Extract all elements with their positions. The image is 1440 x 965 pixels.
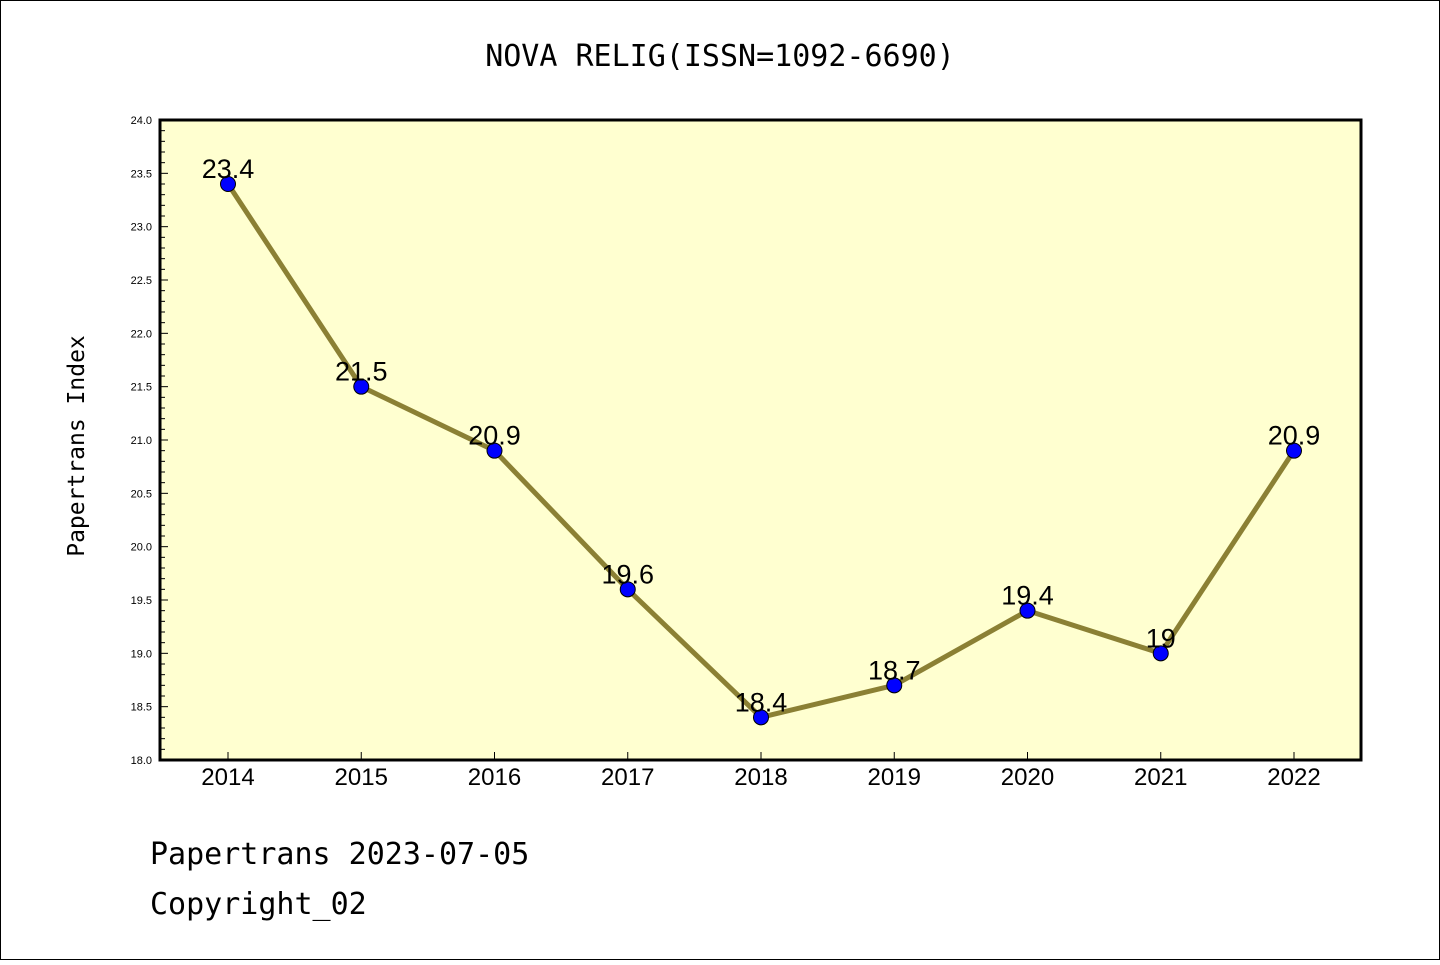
y-tick-label: 22.0 xyxy=(131,328,152,340)
data-point xyxy=(1152,645,1169,662)
plot-area xyxy=(158,118,1363,762)
y-tick-label: 18.5 xyxy=(131,702,152,714)
y-tick-label: 24.0 xyxy=(131,115,152,127)
y-tick-label: 21.0 xyxy=(131,435,152,447)
data-point xyxy=(753,709,769,726)
data-label: 19 xyxy=(1146,623,1176,653)
footer-copyright: Copyright_02 xyxy=(150,887,367,922)
y-tick-label: 20.0 xyxy=(131,542,152,554)
x-tick-label: 2018 xyxy=(734,764,787,791)
data-label: 23.4 xyxy=(202,154,255,184)
footer-date: Papertrans 2023-07-05 xyxy=(150,837,529,872)
y-tick-label: 22.5 xyxy=(131,275,152,287)
y-tick-label: 19.0 xyxy=(131,648,152,660)
data-point xyxy=(619,581,636,598)
data-point xyxy=(353,378,370,395)
chart-title: NOVA RELIG(ISSN=1092-6690) xyxy=(485,39,955,74)
x-tick-label: 2017 xyxy=(601,764,654,791)
y-tick-label: 20.5 xyxy=(131,488,152,500)
y-tick-label: 23.5 xyxy=(131,168,152,180)
data-point xyxy=(886,677,903,694)
x-tick-label: 2019 xyxy=(868,764,921,791)
data-point xyxy=(220,176,236,192)
data-point xyxy=(1286,442,1302,459)
data-point xyxy=(1019,602,1036,619)
x-tick-label: 2016 xyxy=(468,764,521,791)
series-layer: 23.4 21.5 20.9 19.6 18.4 18.7 19.4 19 20.9 xyxy=(202,154,1321,726)
y-tick-label: 19.5 xyxy=(131,595,152,607)
data-label: 20.9 xyxy=(1268,421,1321,451)
data-point xyxy=(486,442,503,459)
x-axis: 2014 2015 2016 2017 2018 2019 2020 2021 2022 xyxy=(201,752,1321,791)
data-label: 19.4 xyxy=(1001,581,1054,611)
x-tick-label: 2014 xyxy=(201,764,254,791)
x-tick-label: 2015 xyxy=(335,764,388,791)
x-tick-label: 2020 xyxy=(1001,764,1054,791)
data-label: 20.9 xyxy=(468,421,521,451)
y-tick-label: 23.0 xyxy=(131,222,152,234)
x-tick-label: 2021 xyxy=(1134,764,1187,791)
y-axis: 18.0 18.5 19.0 19.5 20.0 20.5 21.0 21.5 22.0 22.5… xyxy=(131,115,168,767)
y-tick-label: 18.0 xyxy=(131,755,152,767)
data-label: 18.4 xyxy=(735,687,788,717)
data-label: 19.6 xyxy=(601,559,654,589)
y-tick-label: 21.5 xyxy=(131,382,152,394)
y-axis-label: Papertrans Index xyxy=(64,335,90,557)
data-label: 18.7 xyxy=(868,655,921,685)
x-tick-label: 2022 xyxy=(1267,764,1320,791)
data-label: 21.5 xyxy=(335,357,388,387)
